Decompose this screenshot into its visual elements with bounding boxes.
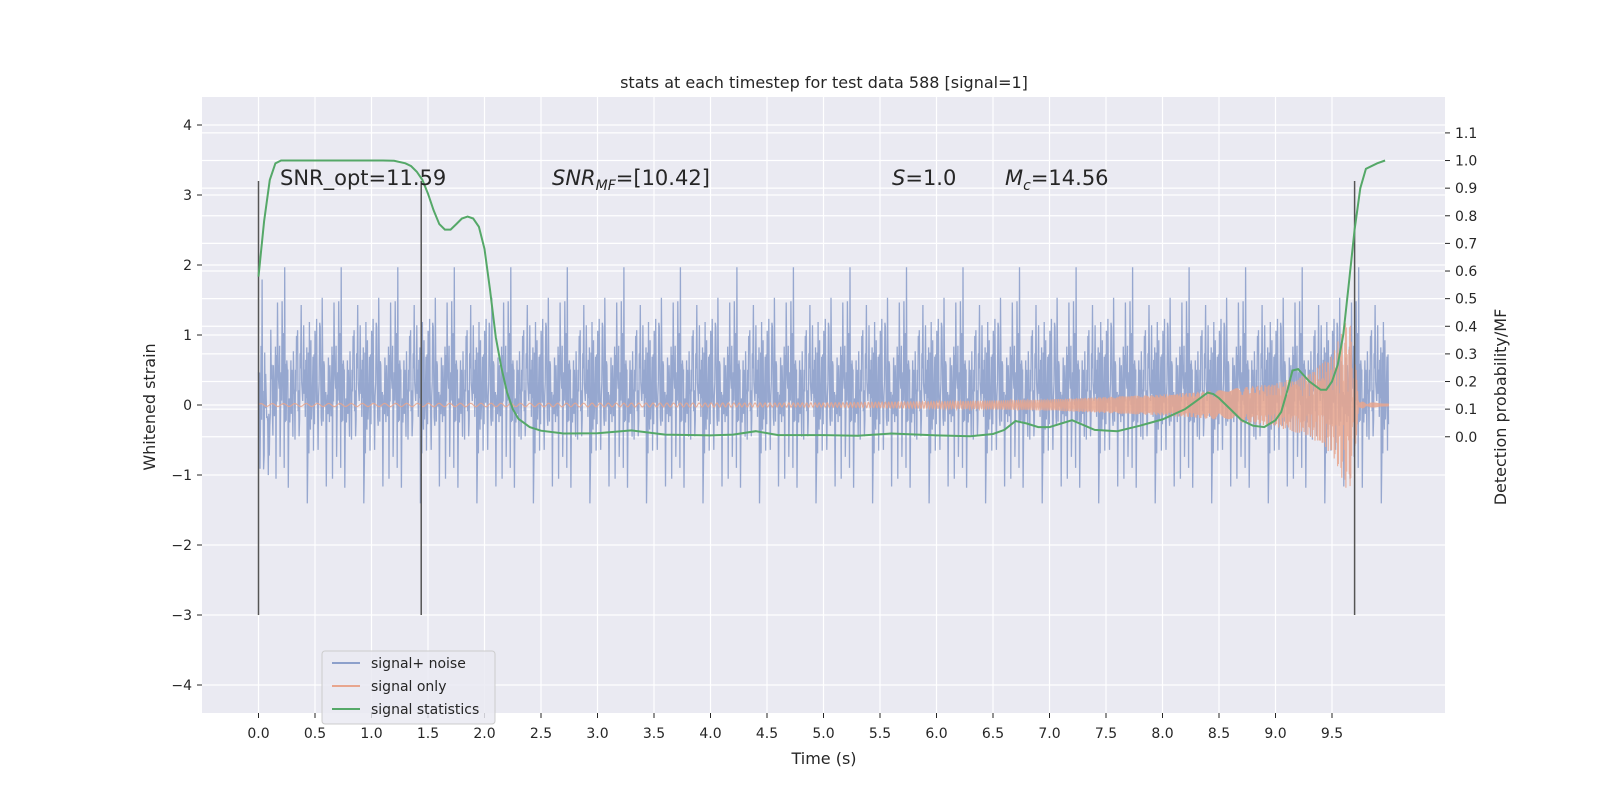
y-right-tick-label: 0.6 [1455,264,1477,280]
y-right-ticks: 1.1 1.0 0.9 0.8 0.7 0.6 0.5 0.4 0.3 0.2 0.1 0.0 [1445,126,1477,446]
annotation-s: S=1.0 [892,166,956,190]
x-tick-label: 4.0 [699,726,721,742]
x-tick-label: 3.5 [643,726,665,742]
x-axis-label: Time (s) [790,749,856,768]
y-right-tick-label: 0.0 [1455,430,1477,446]
x-tick-label: 7.0 [1038,726,1060,742]
x-tick-label: 8.0 [1151,726,1173,742]
snr-mf-sub: MF [596,178,617,194]
x-tick-label: 6.0 [925,726,947,742]
y-right-tick-label: 0.4 [1455,319,1477,335]
legend-label-signal: signal only [371,679,446,695]
legend-label-noise: signal+ noise [371,656,466,672]
y-left-axis-label: Whitened strain [140,343,159,470]
x-tick-label: 3.0 [586,726,608,742]
y-left-tick-label: 3 [183,188,192,204]
y-left-tick-label: −3 [171,608,192,624]
mc-value: =14.56 [1031,166,1109,190]
y-left-tick-label: −2 [171,538,192,554]
y-left-tick-label: 2 [183,258,192,274]
x-tick-label: 1.5 [417,726,439,742]
snr-mf-base: SNR [552,166,596,190]
chart-title: stats at each timestep for test data 588… [620,73,1028,92]
x-tick-label: 5.5 [869,726,891,742]
legend-label-stats: signal statistics [371,702,479,718]
x-tick-label: 8.5 [1208,726,1230,742]
x-tick-label: 7.5 [1095,726,1117,742]
x-tick-label: 2.5 [530,726,552,742]
y-right-tick-label: 0.8 [1455,209,1477,225]
stats-series-group [257,159,1386,438]
y-right-tick-label: 0.9 [1455,181,1477,197]
noise-series-line [257,267,1390,504]
x-tick-label: 5.0 [812,726,834,742]
annotation-snr-mf: SNRMF=[10.42] [552,166,710,194]
x-tick-label: 9.5 [1321,726,1343,742]
x-tick-label: 0.0 [247,726,269,742]
y-right-axis-label: Detection probability/MF [1491,309,1510,506]
y-right-tick-label: 0.7 [1455,236,1477,252]
y-left-ticks: 4 3 2 1 0 −1 −2 −3 −4 [171,118,202,694]
mc-sub: c [1023,178,1031,194]
y-left-tick-label: −4 [171,678,192,694]
snr-mf-value: =[10.42] [616,166,710,190]
x-tick-label: 2.0 [473,726,495,742]
y-right-tick-label: 1.1 [1455,126,1477,142]
y-left-tick-label: 4 [183,118,192,134]
mc-base: M [1005,166,1023,190]
vertical-lines [257,181,1356,615]
y-left-tick-label: −1 [171,468,192,484]
x-tick-label: 1.0 [360,726,382,742]
annotation-mc: Mc=14.56 [1005,166,1109,194]
noise-series-group [257,267,1390,504]
y-right-tick-label: 1.0 [1455,154,1477,170]
x-tick-label: 0.5 [304,726,326,742]
legend: signal+ noise signal only signal statist… [321,650,496,725]
y-right-tick-label: 0.5 [1455,292,1477,308]
y-left-tick-label: 0 [183,398,192,414]
x-tick-label: 4.5 [756,726,778,742]
x-tick-label: 9.0 [1264,726,1286,742]
annotation-snr-opt: SNR_opt=11.59 [280,166,446,191]
legend-box [321,650,496,725]
x-ticks: 0.0 0.5 1.0 1.5 2.0 2.5 3.0 3.5 4.0 4.5 5.0 5.5 6.0 6… [247,713,1343,742]
y-right-tick-label: 0.1 [1455,402,1477,418]
stats-series-line [257,159,1386,438]
y-right-tick-label: 0.3 [1455,347,1477,363]
s-base: S [892,166,905,190]
y-left-tick-label: 1 [183,328,192,344]
y-right-tick-label: 0.2 [1455,375,1477,391]
x-tick-label: 6.5 [982,726,1004,742]
s-value: =1.0 [905,166,956,190]
